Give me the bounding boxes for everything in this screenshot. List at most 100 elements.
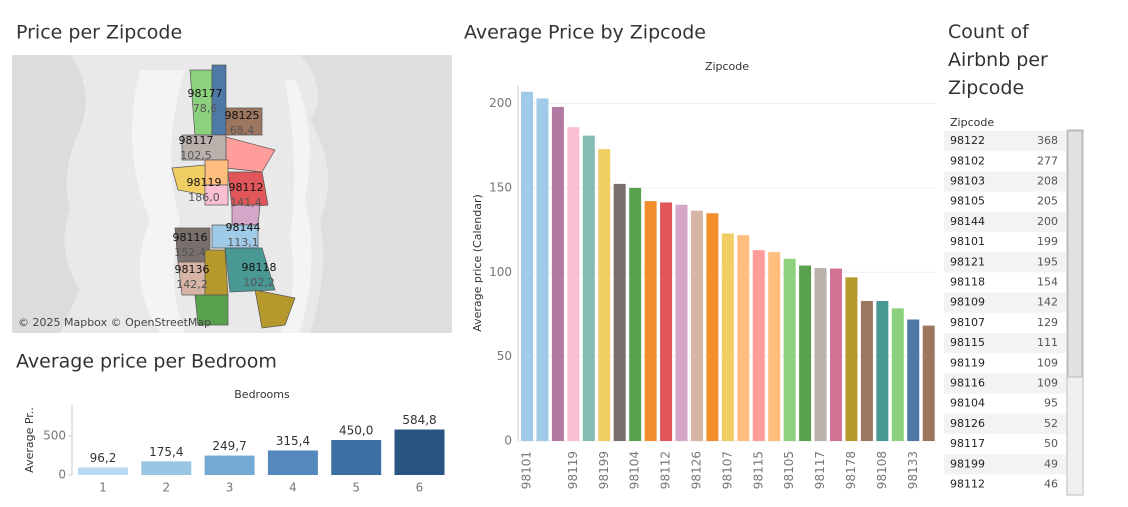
bar — [644, 201, 657, 441]
table-cell: 199 — [1037, 235, 1058, 248]
x-tick-label: 98107 — [720, 451, 734, 489]
map-price-label: 102,2 — [243, 276, 275, 289]
y-axis-label: Average price (Calendar) — [471, 194, 484, 332]
value-label: 450,0 — [339, 424, 373, 438]
y-tick-label: 500 — [43, 429, 66, 443]
region — [227, 171, 269, 209]
water — [280, 80, 312, 333]
bar — [629, 187, 642, 441]
scrollbar-thumb[interactable] — [1067, 130, 1083, 378]
bar — [204, 455, 255, 475]
bar — [830, 268, 842, 441]
map-zip-label: 98177 — [188, 87, 223, 100]
region — [224, 247, 276, 293]
table-cell: 98119 — [950, 356, 985, 369]
bar — [78, 467, 128, 475]
table-cell: 98103 — [950, 175, 985, 188]
value-label: 175,4 — [149, 445, 183, 459]
table-cell: 142 — [1037, 296, 1058, 309]
x-tick-label: 98199 — [597, 451, 611, 489]
land — [12, 55, 86, 333]
bar — [582, 135, 595, 441]
bar — [799, 265, 812, 441]
y-tick-label: 100 — [489, 265, 512, 279]
table-cell: 98105 — [950, 195, 985, 208]
map-zip-label: 98125 — [225, 109, 260, 122]
region — [225, 107, 263, 136]
map-price-label: 141,4 — [230, 196, 262, 209]
table-title: Count of Airbnb per Zipcode — [948, 21, 1048, 99]
row-stripe — [944, 211, 1066, 232]
bar — [551, 106, 564, 441]
bar — [675, 204, 688, 441]
row-stripe — [944, 171, 1066, 192]
bar — [814, 268, 827, 441]
map-price-label: 78,6 — [193, 102, 218, 115]
x-tick-label: 1 — [99, 481, 107, 495]
map-price-label: 186,0 — [188, 191, 220, 204]
x-tick-label: 98108 — [875, 451, 889, 489]
bar — [536, 98, 549, 442]
region — [194, 294, 229, 326]
region — [211, 64, 227, 136]
row-stripe — [944, 373, 1066, 394]
map-price-label: 152,4 — [174, 246, 206, 259]
bar — [706, 213, 719, 441]
bar — [860, 300, 873, 441]
bar — [737, 235, 750, 441]
table-cell: 98101 — [950, 235, 985, 248]
map-zip-label: 98116 — [173, 231, 208, 244]
bar — [141, 461, 192, 475]
bar — [876, 300, 889, 441]
table-cell: 98117 — [950, 437, 985, 450]
value-label: 315,4 — [276, 434, 310, 448]
table-cell: 98126 — [950, 417, 985, 430]
table-cell: 95 — [1044, 397, 1058, 410]
region — [254, 289, 296, 329]
row-stripe — [944, 413, 1066, 434]
table-cell: 200 — [1037, 215, 1058, 228]
map-zip-label: 98144 — [226, 221, 261, 234]
table-cell: 277 — [1037, 154, 1058, 167]
bar — [891, 308, 904, 441]
value-label: 249,7 — [212, 439, 246, 453]
zip-regions — [171, 64, 296, 329]
x-axis-label: Zipcode — [705, 60, 749, 73]
table-cell: 98144 — [950, 215, 985, 228]
map-title: Price per Zipcode — [16, 22, 182, 44]
table-cell: 49 — [1044, 457, 1058, 470]
x-tick-label: 2 — [162, 481, 170, 495]
table-cell: 98112 — [950, 478, 985, 491]
table-cell: 98199 — [950, 457, 985, 470]
x-tick-label: 98133 — [906, 451, 920, 489]
table-cell: 50 — [1044, 437, 1058, 450]
y-tick-label: 0 — [58, 468, 66, 482]
map-zip-label: 98118 — [242, 261, 277, 274]
x-tick-label: 5 — [352, 481, 360, 495]
bar — [267, 450, 318, 475]
bar — [613, 183, 626, 441]
bar — [598, 149, 611, 441]
bar — [783, 258, 796, 441]
region — [204, 184, 229, 206]
x-tick-label: 98115 — [751, 451, 765, 489]
table-cell: 109 — [1037, 377, 1058, 390]
map — [12, 55, 452, 333]
table-cell: 111 — [1037, 336, 1058, 349]
x-axis-label: Bedrooms — [234, 388, 290, 401]
value-label: 584,8 — [402, 413, 436, 427]
row-stripe — [944, 292, 1066, 313]
row-stripe — [944, 131, 1066, 152]
table-cell: 98104 — [950, 397, 985, 410]
table-cell: 195 — [1037, 255, 1058, 268]
map-price-label: 102,5 — [180, 149, 212, 162]
x-tick-label: 98112 — [659, 451, 673, 489]
row-stripe — [944, 252, 1066, 273]
bar — [721, 233, 734, 441]
map-zip-label: 98119 — [187, 176, 222, 189]
table-cell: 205 — [1037, 195, 1058, 208]
map-price-label: 142,2 — [176, 278, 208, 291]
map-attribution: © 2025 Mapbox © OpenStreetMap — [18, 316, 211, 329]
